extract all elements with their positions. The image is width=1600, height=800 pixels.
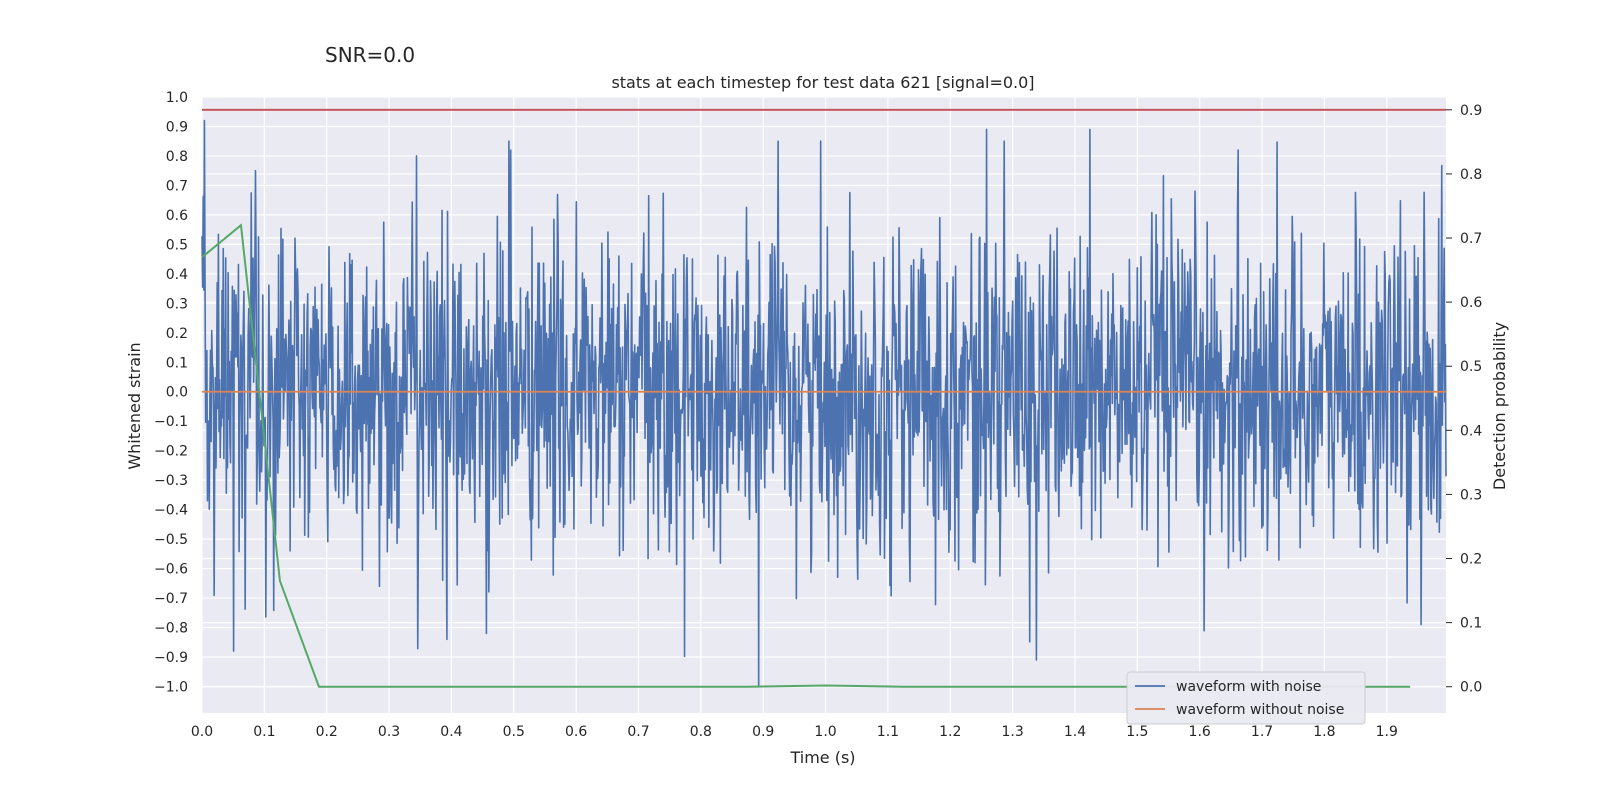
x-tick-label: 0.9 xyxy=(752,724,774,740)
x-axis-label: Time (s) xyxy=(789,748,855,767)
legend-label-clean: waveform without noise xyxy=(1176,702,1344,718)
series-layer xyxy=(201,108,1447,688)
y2-tick-label: 0.0 xyxy=(1460,680,1482,696)
y-tick-label: −0.1 xyxy=(154,414,188,430)
y-tick-label: −0.8 xyxy=(154,621,188,637)
y2-tick-label: 0.8 xyxy=(1460,167,1482,183)
x-tick-label: 1.4 xyxy=(1064,724,1086,740)
y-tick-label: −0.6 xyxy=(154,562,188,578)
y2-tick-label: 0.5 xyxy=(1460,359,1482,375)
y-tick-label: 0.2 xyxy=(166,326,188,342)
x-tick-label: 0.8 xyxy=(690,724,712,740)
y-tick-label: 0.5 xyxy=(166,237,188,253)
y2-tick-label: 0.3 xyxy=(1460,487,1482,503)
y-tick-label: 0.3 xyxy=(166,296,188,312)
x-tick-label: 0.5 xyxy=(503,724,525,740)
x-tick-label: 1.0 xyxy=(814,724,836,740)
x-axis-ticks: 0.0 0.1 0.2 0.3 0.4 0.5 0.6 0.7 0.8 0.9 1.0 1.1 1.2 1… xyxy=(191,724,1398,740)
x-tick-label: 1.2 xyxy=(939,724,961,740)
y-tick-label: 0.9 xyxy=(166,119,188,135)
y-tick-label: 0.6 xyxy=(166,208,188,224)
x-tick-label: 0.4 xyxy=(440,724,462,740)
legend-label-noise: waveform with noise xyxy=(1176,679,1321,695)
y-axis-label: Whitened strain xyxy=(125,342,144,469)
y2-axis-ticks: 0.9 0.8 0.7 0.6 0.5 0.4 0.3 0.2 0.1 0.0 xyxy=(1446,103,1482,696)
x-tick-label: 1.3 xyxy=(1001,724,1023,740)
y-tick-label: −1.0 xyxy=(154,679,188,695)
x-tick-label: 1.6 xyxy=(1189,724,1211,740)
y2-axis-label: Detection probability xyxy=(1490,322,1509,490)
x-tick-label: 1.9 xyxy=(1376,724,1398,740)
x-tick-label: 1.5 xyxy=(1126,724,1148,740)
legend-box xyxy=(1126,671,1366,725)
x-tick-label: 0.0 xyxy=(191,724,213,740)
y-tick-label: −0.9 xyxy=(154,650,188,666)
y-tick-label: −0.3 xyxy=(154,473,188,489)
y-axis-ticks: 1.0 0.9 0.8 0.7 0.6 0.5 0.4 0.3 0.2 0.1 0.0 −0.1 −0.… xyxy=(154,90,188,695)
y2-tick-label: 0.2 xyxy=(1460,552,1482,568)
x-tick-label: 0.7 xyxy=(627,724,649,740)
x-tick-label: 0.6 xyxy=(565,724,587,740)
y-tick-label: −0.5 xyxy=(154,532,188,548)
y-tick-label: 0.7 xyxy=(166,178,188,194)
y2-tick-label: 0.1 xyxy=(1460,616,1482,632)
y2-tick-label: 0.7 xyxy=(1460,231,1482,247)
x-tick-label: 1.8 xyxy=(1313,724,1335,740)
y-tick-label: −0.4 xyxy=(154,503,188,519)
y-tick-label: 0.1 xyxy=(166,355,188,371)
legend: waveform with noise waveform without noi… xyxy=(1126,671,1366,725)
y2-tick-label: 0.6 xyxy=(1460,295,1482,311)
y-tick-label: 0.4 xyxy=(166,267,188,283)
figure-suptitle: SNR=0.0 xyxy=(325,43,415,67)
chart-title: stats at each timestep for test data 621… xyxy=(611,73,1034,92)
y-tick-label: 1.0 xyxy=(166,90,188,106)
y-tick-label: 0.8 xyxy=(166,149,188,165)
x-tick-label: 1.1 xyxy=(877,724,899,740)
y-tick-label: −0.2 xyxy=(154,444,188,460)
y-tick-label: −0.7 xyxy=(154,591,188,607)
x-tick-label: 0.3 xyxy=(378,724,400,740)
x-tick-label: 0.2 xyxy=(316,724,338,740)
series-detection-probability xyxy=(201,223,1411,688)
y2-tick-label: 0.4 xyxy=(1460,423,1482,439)
y2-tick-label: 0.9 xyxy=(1460,103,1482,119)
x-tick-label: 1.7 xyxy=(1251,724,1273,740)
x-tick-label: 0.1 xyxy=(253,724,275,740)
y-tick-label: 0.0 xyxy=(166,385,188,401)
